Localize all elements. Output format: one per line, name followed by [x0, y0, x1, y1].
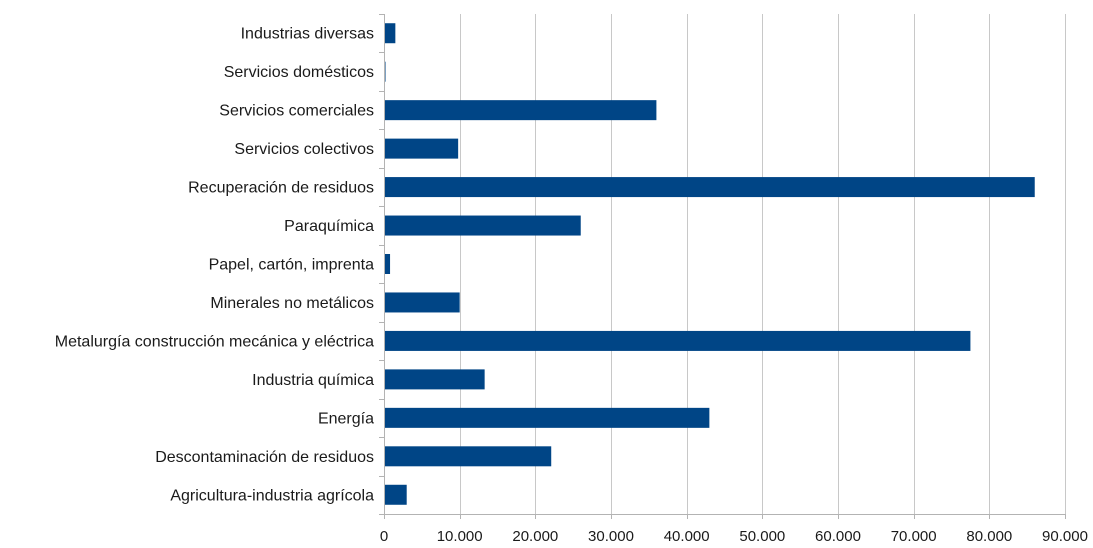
category-label: Minerales no metálicos: [210, 295, 374, 312]
category-label: Industria química: [252, 372, 374, 389]
x-tick-labels: 0 10.000 20.000 30.000 40.000 50.000 60.000 70.…: [380, 528, 1088, 545]
category-label: Paraquímica: [284, 218, 374, 235]
bar: [384, 254, 391, 274]
bar: [384, 446, 552, 467]
category-label: Energía: [318, 410, 374, 427]
category-label: Recuperación de residuos: [188, 180, 374, 197]
x-tick-label: 40.000: [664, 528, 710, 545]
grid-lines: [460, 14, 1066, 514]
bar: [384, 407, 710, 428]
x-tick-label: 80.000: [966, 528, 1012, 545]
axes: [379, 14, 1066, 519]
bar: [384, 215, 581, 236]
bar: [384, 292, 460, 313]
bars: [384, 23, 1035, 505]
x-tick-label: 0: [380, 528, 388, 545]
category-label: Metalurgía construcción mecánica y eléct…: [55, 333, 374, 350]
bar: [384, 484, 407, 505]
x-tick-label: 70.000: [891, 528, 937, 545]
x-tick-label: 90.000: [1042, 528, 1088, 545]
category-label: Papel, cartón, imprenta: [209, 257, 375, 274]
category-label: Servicios comerciales: [219, 103, 374, 120]
category-label: Servicios domésticos: [224, 64, 374, 81]
category-label: Descontaminación de residuos: [155, 449, 374, 466]
x-tick-label: 50.000: [739, 528, 785, 545]
category-label: Industrias diversas: [241, 26, 374, 43]
category-label: Agricultura-industria agrícola: [170, 487, 374, 504]
category-labels: Industrias diversas Servicios domésticos S…: [55, 26, 374, 505]
bar: [384, 330, 971, 351]
bar: [384, 100, 657, 121]
bar: [384, 177, 1035, 198]
x-tick-label: 10.000: [437, 528, 483, 545]
category-label: Servicios colectivos: [234, 141, 374, 158]
bar: [384, 369, 485, 390]
bar: [384, 138, 459, 159]
x-tick-label: 60.000: [815, 528, 861, 545]
bar: [384, 23, 396, 44]
x-tick-label: 20.000: [512, 528, 558, 545]
x-tick-label: 30.000: [588, 528, 634, 545]
